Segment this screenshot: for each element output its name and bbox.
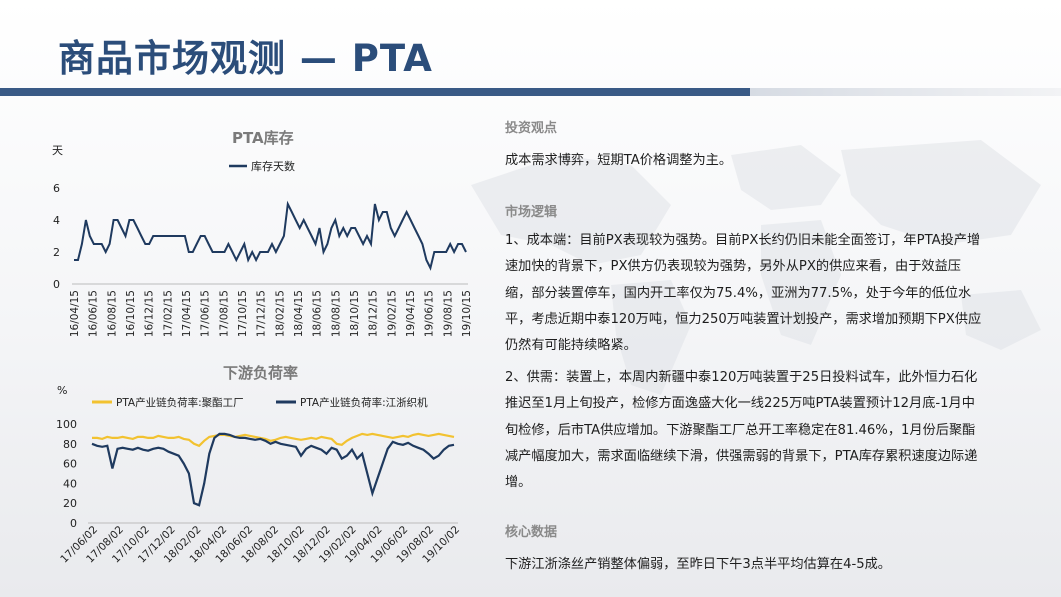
chart1-x-tick: 16/10/15 — [125, 290, 137, 337]
chart1-x-tick: 18/04/15 — [293, 290, 305, 337]
page-title: 商品市场观测 — PTA — [58, 37, 433, 80]
chart1-x-tick: 16/12/15 — [144, 290, 156, 337]
chart2-y-tick: 80 — [63, 438, 77, 451]
chart2-y-tick: 20 — [63, 497, 77, 510]
core-data-text: 下游江浙涤丝产销整体偏弱，至昨日下午3点半平均估算在4-5成。 — [505, 557, 891, 573]
chart1-title: PTA库存 — [232, 129, 294, 147]
chart1-x-tick: 18/12/15 — [368, 290, 380, 337]
analysis-panel: 投资观点 成本需求博弈，短期TA价格调整为主。 市场逻辑 1、成本端：目前PX表… — [505, 118, 985, 578]
world-map-watermark — [471, 140, 1041, 395]
chart2-y-tick: 0 — [70, 517, 77, 530]
inventory-chart: 天 库存天数 0 2 4 6 16/04/15 16/06/15 16/08/15 16/1… — [52, 144, 473, 337]
chart1-x-tick: 17/02/15 — [162, 290, 174, 337]
load-rate-chart: % PTA产业链负荷率:聚酯工厂 PTA产业链负荷率:江浙织机 0 20 40 60 8… — [56, 384, 462, 565]
series-line-weaving-load — [91, 432, 455, 507]
chart2-unit-label: % — [57, 384, 67, 397]
chart2-legend-label-polyester: PTA产业链负荷率:聚酯工厂 — [116, 396, 244, 409]
market-logic-supply-paragraph: 2、供需：装置上，本周内新疆中泰120万吨装置于25日投料试车，此外恒力石化推迟… — [505, 370, 978, 491]
investment-view-text: 成本需求博弈，短期TA价格调整为主。 — [505, 153, 733, 168]
chart1-y-tick: 2 — [53, 246, 60, 259]
chart1-x-tick: 17/04/15 — [181, 290, 193, 337]
chart1-x-tick: 18/08/15 — [330, 290, 342, 337]
chart2-y-tick: 40 — [63, 477, 77, 490]
chart1-x-tick: 19/04/15 — [405, 290, 417, 337]
chart1-x-tick: 19/10/15 — [461, 290, 473, 337]
chart2-legend-label-weaving: PTA产业链负荷率:江浙织机 — [300, 396, 428, 409]
chart1-legend-label: 库存天数 — [251, 159, 295, 173]
chart1-y-tick: 6 — [53, 182, 60, 195]
chart1-x-tick: 17/08/15 — [218, 290, 230, 337]
chart1-unit-label: 天 — [52, 144, 63, 157]
chart1-x-tick: 18/02/15 — [274, 290, 286, 337]
series-line-polyester-load — [92, 432, 455, 448]
chart2-y-tick: 60 — [63, 458, 77, 471]
chart2-y-tick: 100 — [56, 418, 77, 431]
chart1-x-tick: 16/04/15 — [69, 290, 81, 337]
chart1-x-tick: 16/06/15 — [88, 290, 100, 337]
chart1-x-tick: 17/06/15 — [200, 290, 212, 337]
market-logic-cost-paragraph: 1、成本端：目前PX表现较为强势。目前PX长约仍旧未能全面签订，年PTA投产增速… — [505, 233, 982, 354]
chart1-x-tick: 18/10/15 — [349, 290, 361, 337]
chart1-x-tick: 17/12/15 — [256, 290, 268, 337]
section-heading-investment-view: 投资观点 — [505, 121, 558, 136]
chart2-title: 下游负荷率 — [223, 364, 299, 382]
title-underline-fade — [750, 88, 1061, 96]
chart1-y-tick: 4 — [53, 214, 60, 227]
chart1-x-tick: 16/08/15 — [106, 290, 118, 337]
chart1-x-tick: 19/08/15 — [442, 290, 454, 337]
series-line-inventory-days — [74, 200, 467, 271]
chart1-x-tick: 17/10/15 — [237, 290, 249, 337]
chart1-x-tick: 19/06/15 — [424, 290, 436, 337]
title-underline-bar — [0, 88, 750, 96]
section-heading-core-data: 核心数据 — [505, 525, 558, 541]
chart1-x-tick: 18/06/15 — [312, 290, 324, 337]
chart1-y-tick: 0 — [53, 278, 60, 291]
chart1-x-tick: 19/02/15 — [386, 290, 398, 337]
section-heading-market-logic: 市场逻辑 — [505, 205, 558, 221]
